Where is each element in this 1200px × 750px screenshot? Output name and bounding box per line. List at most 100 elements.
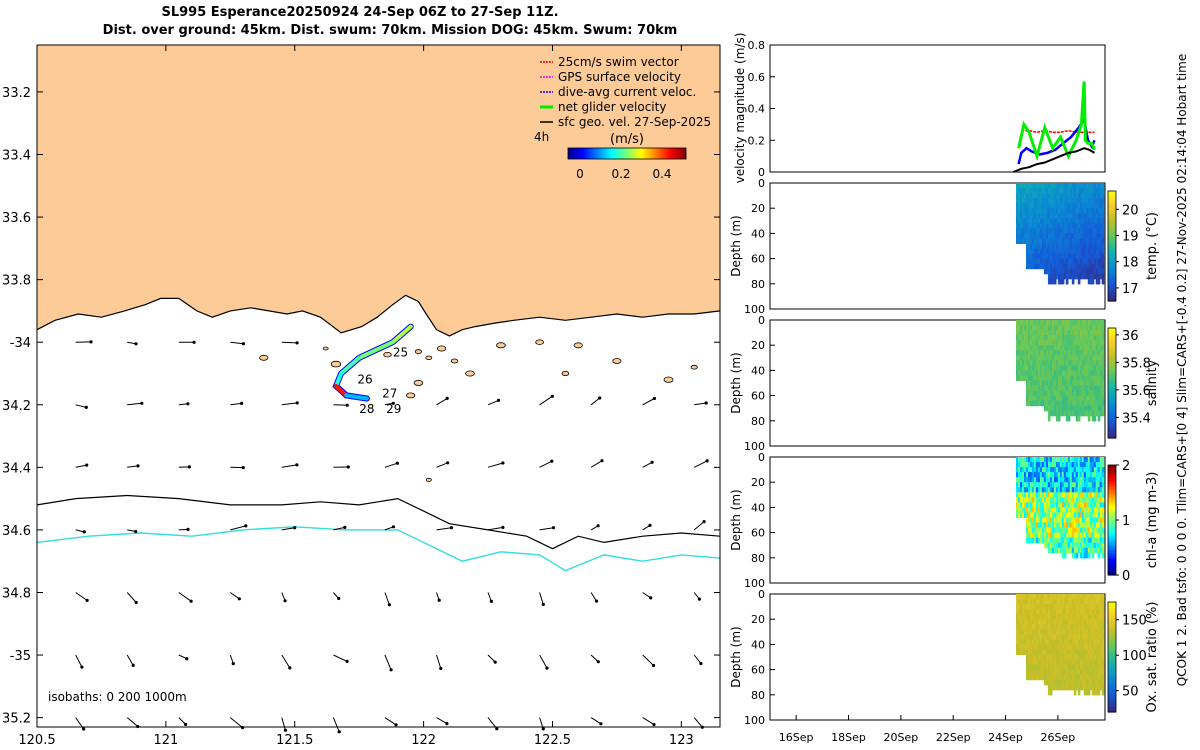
heatmap-cell (1067, 462, 1071, 468)
map-colorbar-cell (682, 148, 684, 159)
heatmap-cell (1095, 390, 1099, 397)
heatmap-cell (1022, 472, 1025, 478)
heatmap-cell (1075, 497, 1079, 503)
heatmap-y-tick-label: 60 (751, 527, 765, 540)
heatmap-cell (1047, 390, 1051, 397)
heatmap-cell (1075, 340, 1079, 346)
heatmap-cell (1049, 330, 1053, 336)
heatmap-cell (1053, 472, 1057, 478)
heatmap-cell (1043, 365, 1047, 371)
heatmap-cell (1067, 679, 1071, 686)
heatmap-cell (1059, 457, 1063, 463)
heatmap-cell (1039, 228, 1043, 234)
heatmap-cell (1022, 375, 1025, 381)
heatmap-cell (1035, 385, 1039, 392)
heatmap-cell (1071, 218, 1075, 224)
colorbar-label: salinity (1145, 359, 1160, 406)
heatmap-cell (1087, 330, 1091, 336)
map-colorbar-cell (638, 148, 640, 159)
heatmap-cell (1053, 248, 1057, 255)
heatmap-cell (1049, 193, 1053, 199)
heatmap-cell (1099, 477, 1103, 483)
heatmap-cell (1067, 482, 1071, 488)
heatmap-cell (1041, 639, 1045, 645)
heatmap-cell (1067, 522, 1071, 529)
heatmap-cell (1095, 547, 1099, 554)
heatmap-cell (1030, 228, 1033, 234)
heatmap-cell (1039, 492, 1043, 498)
heatmap-cell (1057, 208, 1061, 214)
heatmap-cell (1047, 253, 1051, 260)
heatmap-cell (1093, 619, 1097, 625)
heatmap-cell (1067, 532, 1071, 539)
heatmap-cell (1073, 183, 1077, 189)
heatmap-cell (1097, 345, 1101, 351)
map-colorbar-cell (601, 148, 603, 159)
heatmap-cell (1093, 233, 1097, 239)
heatmap-cell (1101, 497, 1105, 503)
heatmap-cell (1063, 248, 1067, 255)
heatmap-cell (1083, 684, 1087, 691)
heatmap-cell (1095, 537, 1099, 544)
heatmap-cell (1073, 320, 1077, 326)
heatmap-cell (1097, 517, 1101, 524)
heatmap-cell (1033, 350, 1037, 356)
heatmap-cell (1101, 619, 1105, 625)
heatmap-cell (1067, 619, 1071, 625)
heatmap-cell (1039, 335, 1043, 341)
heatmap-cell (1061, 522, 1065, 529)
heatmap-cell (1043, 614, 1047, 620)
heatmap-cell (1083, 233, 1087, 239)
heatmap-cell (1079, 497, 1083, 503)
map-colorbar-cell (633, 148, 635, 159)
heatmap-cell (1043, 335, 1047, 341)
heatmap-cell (1037, 253, 1041, 260)
heatmap-cell (1079, 502, 1083, 508)
heatmap-cell (1095, 248, 1099, 255)
current-vector-head (134, 342, 138, 346)
heatmap-cell (1065, 263, 1069, 270)
heatmap-cell (1057, 385, 1061, 392)
heatmap-cell (1091, 629, 1095, 635)
current-vector (230, 592, 240, 600)
heatmap-cell (1037, 370, 1041, 376)
colorbar-cell (1108, 246, 1116, 250)
heatmap-cell (1101, 238, 1105, 244)
heatmap-y-tick-label: 40 (751, 501, 765, 514)
map-colorbar-cell (668, 148, 670, 159)
heatmap-cell (1059, 547, 1063, 554)
heatmap-cell (1051, 335, 1055, 341)
heatmap-cell (1069, 609, 1073, 615)
colorbar-cell (1108, 196, 1116, 200)
heatmap-cell (1024, 629, 1027, 635)
heatmap-cell (1026, 203, 1029, 209)
heatmap-cell (1101, 644, 1105, 650)
heatmap-cell (1045, 634, 1049, 640)
heatmap-cell (1049, 223, 1053, 229)
heatmap-cell (1099, 664, 1103, 671)
heatmap-cell (1059, 537, 1063, 544)
map-colorbar-cell (650, 148, 652, 159)
heatmap-cell (1026, 248, 1029, 255)
heatmap-cell (1018, 609, 1021, 615)
heatmap-cell (1039, 614, 1043, 620)
heatmap-cell (1087, 228, 1091, 234)
isobath-label: isobaths: 0 200 1000m (48, 690, 187, 704)
heatmap-cell (1093, 537, 1097, 544)
heatmap-cell (1097, 340, 1101, 346)
heatmap-cell (1037, 183, 1041, 189)
colorbar-cell (1108, 604, 1116, 609)
heatmap-cell (1083, 467, 1087, 473)
heatmap-cell (1018, 370, 1021, 376)
heatmap-ylabel: Depth (m) (729, 215, 743, 276)
heatmap-cell (1085, 243, 1089, 250)
map-colorbar-cell (579, 148, 581, 159)
colorbar-cell (1108, 703, 1116, 708)
heatmap-cell (1033, 263, 1037, 270)
heatmap-cell (1083, 639, 1087, 645)
heatmap-cell (1083, 497, 1087, 503)
heatmap-cell (1085, 325, 1089, 331)
heatmap-cell (1037, 472, 1041, 478)
heatmap-cell (1077, 375, 1081, 381)
heatmap-cell (1095, 689, 1099, 696)
